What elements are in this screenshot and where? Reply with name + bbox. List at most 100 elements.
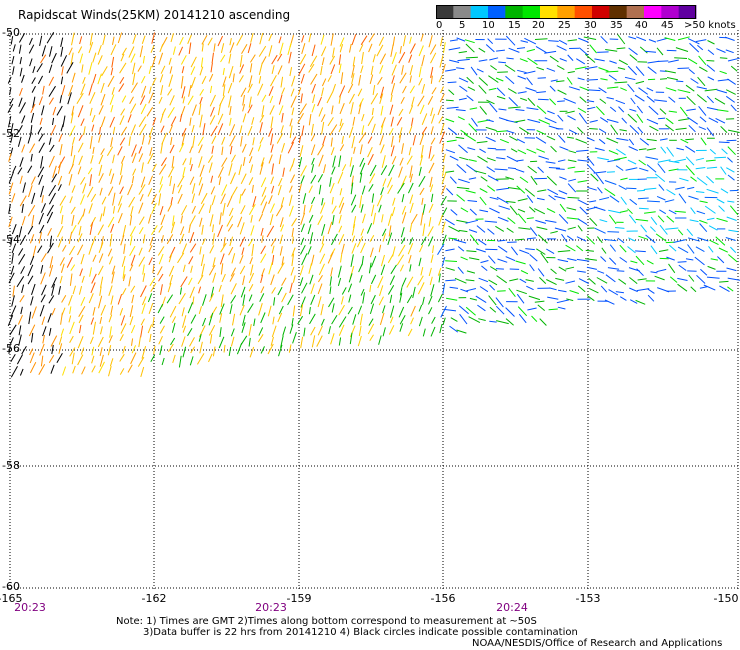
wind-vector <box>108 314 113 323</box>
wind-vector <box>210 286 215 298</box>
wind-vector <box>600 256 607 262</box>
note-line-1: Note: 1) Times are GMT 2)Times along bot… <box>116 616 537 627</box>
wind-vector <box>546 208 556 214</box>
wind-vector <box>148 127 154 138</box>
wind-vector <box>321 57 325 66</box>
wind-speed-colorbar <box>436 5 697 19</box>
wind-vector <box>578 47 589 56</box>
wind-vector <box>487 147 497 150</box>
wind-vector <box>247 303 254 313</box>
wind-vector <box>456 164 467 174</box>
wind-vector <box>40 294 46 303</box>
wind-vector <box>19 87 23 96</box>
wind-vector <box>432 245 435 254</box>
wind-vector <box>726 95 735 103</box>
wind-vector <box>307 246 312 255</box>
wind-vector <box>61 214 64 225</box>
wind-vector <box>291 107 295 116</box>
wind-vector <box>596 277 608 284</box>
wind-vector <box>406 276 414 288</box>
wind-vector <box>300 336 304 349</box>
wind-vector <box>668 110 677 113</box>
wind-vector <box>468 316 481 324</box>
wind-vector <box>690 78 699 84</box>
wind-vector <box>320 303 324 316</box>
footnotes: Note: 1) Times are GMT 2)Times along bot… <box>116 616 578 638</box>
wind-vector <box>677 246 689 254</box>
wind-vector <box>90 155 94 164</box>
wind-vector <box>236 342 243 355</box>
wind-vector <box>476 68 484 73</box>
wind-vector <box>399 323 404 332</box>
wind-vector <box>242 156 246 166</box>
colorbar-label: 30 <box>584 20 597 31</box>
wind-vector <box>656 60 669 62</box>
wind-vector <box>537 77 546 79</box>
wind-vector <box>157 246 165 256</box>
wind-vector <box>367 136 373 144</box>
wind-vector <box>401 193 405 203</box>
wind-vector <box>567 166 576 169</box>
wind-vector <box>149 147 153 156</box>
wind-vector <box>538 119 551 125</box>
wind-vector <box>659 224 668 235</box>
wind-vector <box>147 188 153 197</box>
wind-vector <box>369 284 372 292</box>
wind-vector <box>180 215 183 224</box>
wind-vector <box>359 157 365 167</box>
wind-vector <box>317 144 325 156</box>
wind-vector <box>209 85 213 94</box>
wind-vector <box>439 323 443 334</box>
wind-vector <box>607 231 620 233</box>
wind-vector <box>198 156 203 168</box>
wind-vector <box>332 83 336 93</box>
wind-vectors <box>7 32 740 378</box>
wind-vector <box>308 214 314 223</box>
wind-vector <box>158 164 167 175</box>
wind-vector <box>327 75 332 82</box>
wind-vector <box>310 134 316 142</box>
wind-vector <box>161 357 165 366</box>
wind-vector <box>468 177 477 180</box>
wind-vector <box>534 300 545 303</box>
wind-vector <box>8 203 11 214</box>
colorbar-label: 15 <box>508 20 521 31</box>
wind-vector <box>249 257 253 265</box>
wind-vector <box>636 189 645 192</box>
wind-vector <box>401 277 407 288</box>
wind-vector <box>112 36 115 45</box>
wind-vector <box>232 73 235 83</box>
wind-vector <box>217 123 224 136</box>
wind-vector <box>686 186 695 190</box>
wind-vector <box>351 64 355 78</box>
wind-vector <box>619 296 627 301</box>
wind-vector <box>409 75 412 83</box>
wind-vector <box>18 248 24 256</box>
wind-vector <box>620 196 627 205</box>
wind-vector <box>646 138 657 142</box>
wind-vector <box>221 184 228 196</box>
wind-vector <box>48 184 57 197</box>
wind-vector <box>48 354 55 363</box>
wind-vector <box>131 152 137 164</box>
wind-vector <box>98 295 103 309</box>
wind-vector <box>694 256 705 266</box>
wind-vector <box>151 77 157 86</box>
wind-vector <box>639 167 649 172</box>
wind-vector <box>517 69 527 74</box>
wind-vector <box>290 95 297 108</box>
wind-vector <box>210 106 215 117</box>
wind-vector <box>726 167 735 173</box>
wind-vector <box>250 225 255 236</box>
wind-vector <box>387 213 393 226</box>
wind-vector <box>20 266 26 274</box>
wind-vector <box>228 246 234 256</box>
wind-vector <box>327 117 334 127</box>
wind-vector <box>217 166 224 178</box>
wind-vector <box>260 245 266 255</box>
wind-vector <box>289 282 293 294</box>
wind-vector <box>478 59 488 62</box>
wind-vector <box>398 244 406 257</box>
wind-vector <box>727 78 736 85</box>
wind-vector <box>666 189 676 196</box>
